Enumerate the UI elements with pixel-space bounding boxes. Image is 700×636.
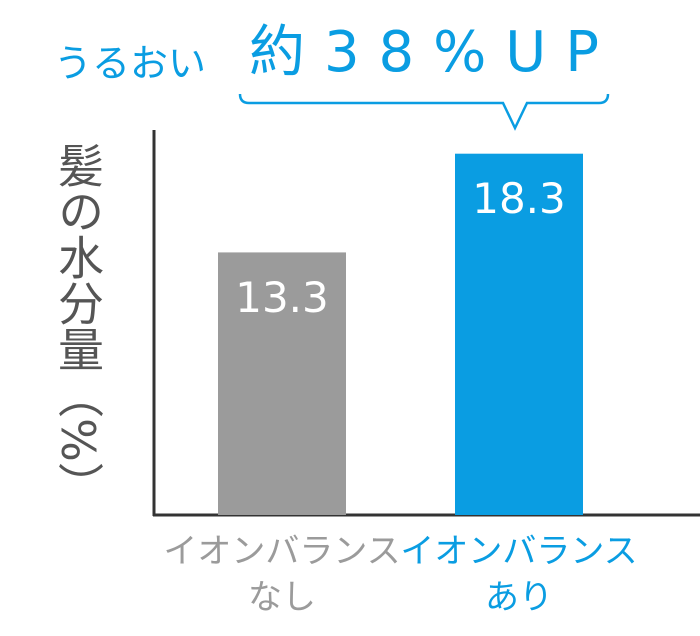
value-label: 18.3	[472, 174, 566, 223]
bar	[218, 252, 346, 515]
x-tick-label: あり	[485, 578, 553, 618]
annotation-bracket	[238, 93, 610, 131]
x-tick-label: なし	[248, 578, 316, 618]
value-label: 13.3	[235, 273, 329, 322]
x-tick-label: イオンバランス	[163, 532, 400, 572]
y-axis-label: 髪の水分量（%）	[51, 142, 105, 508]
x-tick-label: イオンバランス	[400, 532, 637, 572]
bar	[455, 153, 583, 515]
annotation: 約38%UP	[249, 20, 599, 85]
annotation-prefix: うるおい	[54, 42, 206, 86]
